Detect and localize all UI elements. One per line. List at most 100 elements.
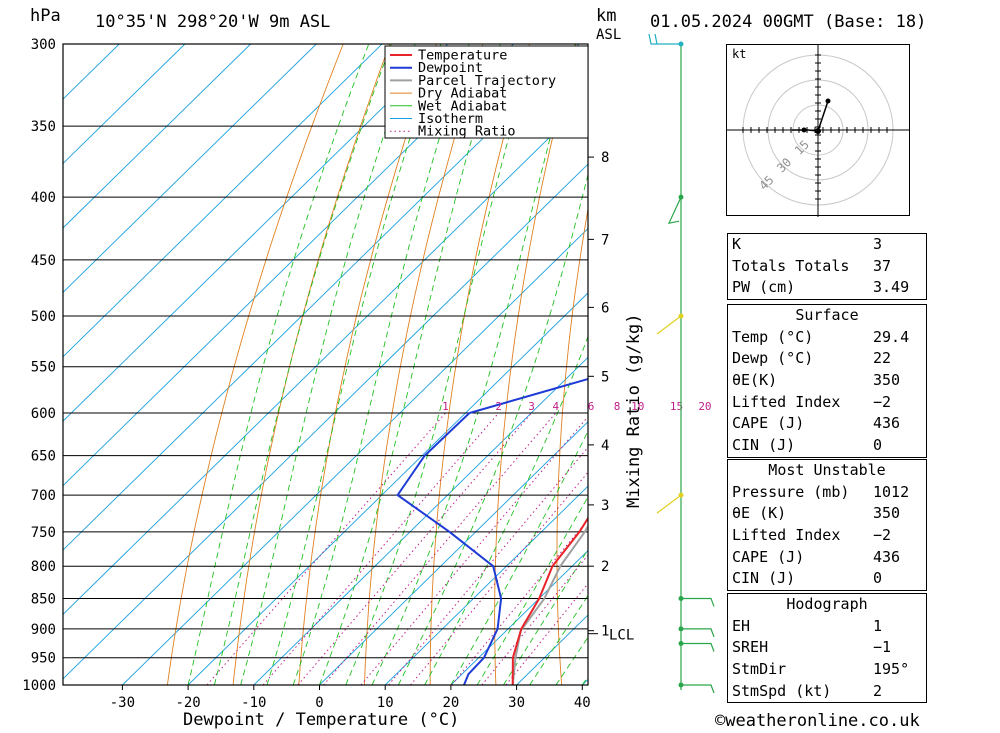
- legend-entry: Parcel Trajectory: [418, 73, 556, 89]
- altitude-tick-label: 4: [601, 438, 609, 454]
- most-unstable-index-row: Pressure (mb) 1012: [728, 482, 926, 504]
- temperature-profile-line: [511, 516, 588, 685]
- isotherm-line: [384, 485, 588, 685]
- isotherm-line: [450, 549, 588, 685]
- most-unstable-index-row: CAPE (J) 436: [728, 547, 926, 569]
- parcel-trajectory-line: [511, 524, 588, 685]
- mixing-ratio-label: 4: [552, 400, 559, 413]
- altitude-tick-label: 7: [601, 232, 609, 248]
- most-unstable-index-key: θE (K): [732, 504, 787, 523]
- plot-frame: [62, 43, 589, 686]
- mixing-ratio-label: 10: [631, 400, 644, 413]
- wet-adiabat-line: [503, 548, 588, 685]
- pressure-tick-label: 850: [31, 591, 56, 607]
- most-unstable-index-value: 1012: [873, 482, 910, 501]
- datetime-title: 01.05.2024 00GMT (Base: 18): [650, 12, 927, 32]
- isotherm-line: [122, 227, 588, 685]
- copyright-footer: ©weatheronline.co.uk: [715, 711, 920, 731]
- temperature-tick-label: 30: [508, 695, 525, 711]
- most-unstable-index-value: 0: [873, 569, 883, 588]
- pressure-tick-label: 600: [31, 406, 56, 422]
- general-index-key: Totals Totals: [732, 256, 850, 275]
- surface-index-key: θE(K): [732, 371, 778, 390]
- mixing-ratio-axis-label: Mixing Ratio (g/kg): [624, 313, 644, 508]
- surface-indices-box: Surface Temp (°C) 29.4 Dewp (°C) 22 θE(K) 350…: [727, 304, 927, 458]
- isotherm-line: [253, 356, 588, 685]
- pressure-tick-label: 500: [31, 309, 56, 325]
- isotherm-line: [63, 99, 588, 616]
- general-index-row: Totals Totals 37: [728, 256, 926, 278]
- most-unstable-index-key: Lifted Index: [732, 526, 841, 545]
- isotherm-line: [63, 44, 514, 487]
- legend-entry: Dewpoint: [418, 60, 483, 76]
- surface-index-key: Temp (°C): [732, 327, 814, 346]
- isotherm-line: [63, 44, 251, 229]
- pressure-tick-label: 450: [31, 253, 56, 269]
- surface-index-value: 22: [873, 349, 892, 368]
- isotherm-line: [63, 44, 580, 551]
- pressure-tick-label: 300: [31, 37, 56, 53]
- km-unit-label: km: [596, 6, 617, 26]
- mixing-ratio-label: 2: [495, 400, 502, 413]
- mixing-ratio-line: [481, 554, 588, 685]
- general-indices-box: K 3 Totals Totals 37 PW (cm) 3.49: [727, 233, 927, 301]
- most-unstable-index-key: Pressure (mb): [732, 482, 850, 501]
- altitude-tick-label: 2: [601, 559, 609, 575]
- hodograph-index-value: 195°: [873, 660, 910, 679]
- pressure-tick-label: 550: [31, 360, 56, 376]
- surface-index-row: θE(K) 350: [728, 370, 926, 392]
- hodograph-point: [825, 98, 831, 104]
- surface-index-value: 0: [873, 436, 883, 455]
- surface-index-key: CAPE (J): [732, 414, 805, 433]
- surface-index-row: CIN (J) 0: [728, 435, 926, 457]
- pressure-tick-label: 800: [31, 559, 56, 575]
- pressure-tick-label: 650: [31, 449, 56, 465]
- temperature-tick-label: -10: [241, 695, 266, 711]
- mixing-ratio-label: 8: [614, 400, 621, 413]
- hodograph-box-title: Hodograph: [786, 595, 868, 613]
- mixing-ratio-line: [323, 412, 557, 685]
- isotherm-line: [63, 44, 449, 422]
- wind-barb: [648, 33, 681, 45]
- hodograph-trace: [792, 100, 829, 132]
- surface-index-row: Lifted Index −2: [728, 392, 926, 414]
- wind-barb: [681, 628, 715, 638]
- pressure-tick-label: 1000: [22, 678, 56, 694]
- isotherm-line: [63, 163, 588, 680]
- hodograph-index-key: StmDir: [732, 660, 787, 679]
- pressure-tick-label: 950: [31, 651, 56, 667]
- dewpoint-profile-line: [396, 377, 588, 685]
- legend-entry: Mixing Ratio: [418, 124, 516, 140]
- altitude-tick-label: 1: [601, 624, 609, 640]
- hodograph-index-value: 2: [873, 681, 883, 700]
- isotherm-line: [581, 678, 588, 685]
- wet-adiabat-line: [476, 495, 588, 685]
- hodograph-indices-box: Hodograph EH 1 SREH −1 StmDir 195° StmSpd (kt)…: [727, 593, 927, 704]
- x-axis-label: Dewpoint / Temperature (°C): [183, 710, 460, 730]
- lcl-label: LCL: [609, 628, 634, 644]
- wet-adiabat-line: [371, 44, 576, 685]
- hodograph-index-row: EH 1: [728, 616, 926, 638]
- location-title: 10°35'N 298°20'W 9m ASL: [95, 12, 331, 32]
- temperature-tick-label: 10: [377, 695, 394, 711]
- hodograph-index-value: −1: [873, 638, 892, 657]
- wind-barb: [667, 196, 682, 224]
- mixing-ratio-label: 6: [588, 400, 595, 413]
- wet-adiabat-line: [345, 44, 536, 685]
- hodograph-storm-marker: [815, 128, 821, 134]
- hodograph-index-key: EH: [732, 616, 751, 635]
- most-unstable-index-key: CIN (J): [732, 569, 796, 588]
- surface-title: Surface: [795, 306, 859, 324]
- mixing-ratio-line: [297, 412, 532, 685]
- pressure-tick-label: 900: [31, 622, 56, 638]
- most-unstable-box: Most Unstable Pressure (mb) 1012 θE (K) 350…: [727, 459, 927, 592]
- wet-adiabat-line: [213, 44, 392, 685]
- legend-entry: Temperature: [418, 48, 507, 64]
- surface-index-value: 29.4: [873, 327, 910, 346]
- surface-index-key: Dewp (°C): [732, 349, 814, 368]
- temperature-tick-label: 40: [574, 695, 591, 711]
- isotherm-line: [319, 421, 588, 685]
- wet-adiabat-line: [424, 335, 588, 685]
